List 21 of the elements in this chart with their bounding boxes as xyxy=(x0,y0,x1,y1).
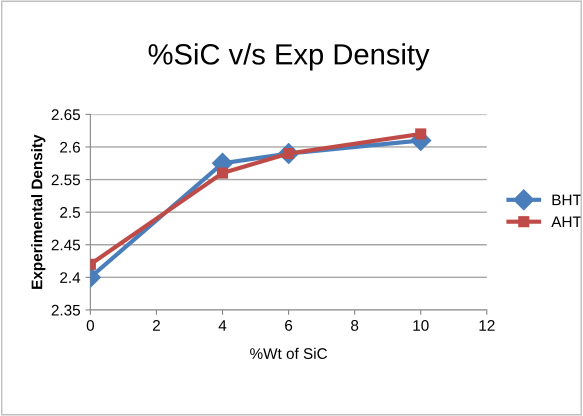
x-tick-label: 2 xyxy=(152,320,160,331)
y-tick-label: 2.45 xyxy=(52,240,80,250)
x-tick-label: 8 xyxy=(351,320,358,331)
x-tick-label: 4 xyxy=(218,320,226,331)
y-tick-label: 2.4 xyxy=(60,272,80,283)
y-tick-label: 2.55 xyxy=(52,174,80,186)
legend-label: BHT xyxy=(552,194,582,206)
y-tick-label: 2.6 xyxy=(60,142,80,153)
x-tick-label: 0 xyxy=(86,320,94,331)
point xyxy=(415,128,426,140)
legend-label: AHT xyxy=(551,216,582,228)
x-axis-title: %Wt of SiC xyxy=(250,348,328,359)
y-axis-title: Experimental Density xyxy=(31,134,46,289)
point xyxy=(216,168,228,179)
y-tick-label: 2.65 xyxy=(52,109,80,120)
x-tick-label: 12 xyxy=(479,320,495,331)
y-tick-label: 2.5 xyxy=(60,207,80,218)
x-tick-label: 6 xyxy=(285,320,292,331)
chart-title: %SiC v/s Exp Density xyxy=(148,43,430,70)
y-tick-label: 2.35 xyxy=(52,304,80,316)
x-tick-label: 10 xyxy=(413,320,429,331)
